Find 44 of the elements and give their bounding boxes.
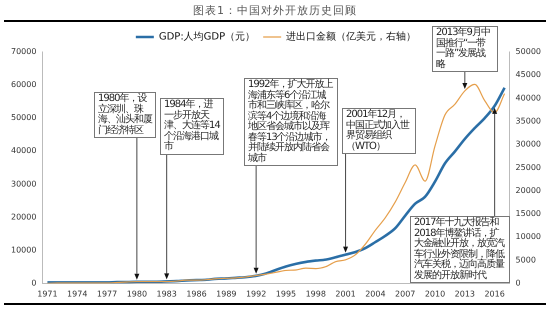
callout-box: 2013年9月中国推行“一带一路”发展战略 bbox=[432, 26, 498, 72]
x-tick-label: 1977 bbox=[96, 289, 118, 298]
x-tick-label: 2016 bbox=[484, 289, 505, 298]
x-tick-label: 2013 bbox=[454, 289, 476, 298]
callout-box: 1992年，扩大开放上海浦东等6个沿江城市和三峡库区，哈尔滨等4个边境和沿海地区省会城市以及珲春等13个沿边城市，并陆续开放内陆省会城市 bbox=[244, 78, 338, 166]
x-tick-label: 2010 bbox=[424, 289, 446, 298]
y2-tick-label: 40000 bbox=[516, 93, 542, 102]
x-tick-label: 1971 bbox=[37, 289, 58, 298]
y-tick-label: 20000 bbox=[10, 212, 36, 222]
y2-tick-label: 20000 bbox=[516, 186, 542, 195]
callout-box: 1980年，设立深圳、珠海、汕头和厦门经济特区 bbox=[94, 92, 156, 138]
y2-tick-label: 0 bbox=[516, 278, 521, 288]
x-tick-label: 2001 bbox=[335, 289, 356, 298]
y2-tick-label: 5000 bbox=[516, 255, 536, 264]
y-tick-label: 40000 bbox=[10, 146, 36, 156]
y-tick-label: 70000 bbox=[10, 47, 36, 56]
callout-box: 2017年十九大报告和2018年博鳌讲话，扩大金融业开放，放宽汽车行业外资限制，降低汽车关税，迈向高质量发展的开放新时代 bbox=[410, 216, 510, 283]
callout-box: 2001年12月，中国正式加入世界贸易组织（WTO） bbox=[342, 108, 416, 154]
y2-tick-label: 25000 bbox=[516, 162, 542, 172]
y2-tick-label: 15000 bbox=[516, 209, 542, 218]
x-tick-label: 1980 bbox=[126, 289, 148, 298]
y-tick-label: 50000 bbox=[10, 113, 36, 122]
y2-tick-label: 30000 bbox=[516, 140, 542, 149]
y-tick-label: 0 bbox=[31, 278, 36, 288]
x-tick-label: 2007 bbox=[395, 289, 416, 298]
x-tick-label: 1983 bbox=[156, 289, 177, 298]
callout-box: 1984年，进一步开放天津、大连等14个沿海港口城市 bbox=[160, 98, 224, 154]
y-tick-label: 10000 bbox=[10, 245, 36, 254]
x-tick-label: 1986 bbox=[186, 289, 207, 298]
y-tick-label: 60000 bbox=[10, 80, 36, 90]
x-tick-label: 1998 bbox=[306, 289, 326, 298]
legend-label: GDP:人均GDP（元） bbox=[158, 30, 256, 43]
x-tick-label: 1974 bbox=[67, 289, 88, 298]
x-tick-label: 1995 bbox=[276, 289, 296, 298]
y2-tick-label: 10000 bbox=[516, 232, 542, 242]
y2-tick-label: 50000 bbox=[516, 47, 542, 56]
y2-tick-label: 45000 bbox=[516, 70, 542, 80]
legend-label: 进出口金额（亿美元，右轴） bbox=[286, 30, 416, 43]
x-tick-label: 2004 bbox=[365, 289, 386, 298]
x-tick-label: 1992 bbox=[246, 289, 266, 298]
chart-title: 图表1：中国对外开放历史回顾 bbox=[192, 3, 358, 18]
x-tick-label: 1989 bbox=[216, 289, 236, 298]
y-tick-label: 30000 bbox=[10, 179, 36, 188]
y2-tick-label: 35000 bbox=[516, 116, 542, 126]
